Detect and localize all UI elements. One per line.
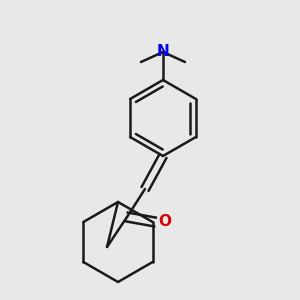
Text: N: N — [157, 44, 169, 59]
Text: O: O — [158, 214, 172, 230]
